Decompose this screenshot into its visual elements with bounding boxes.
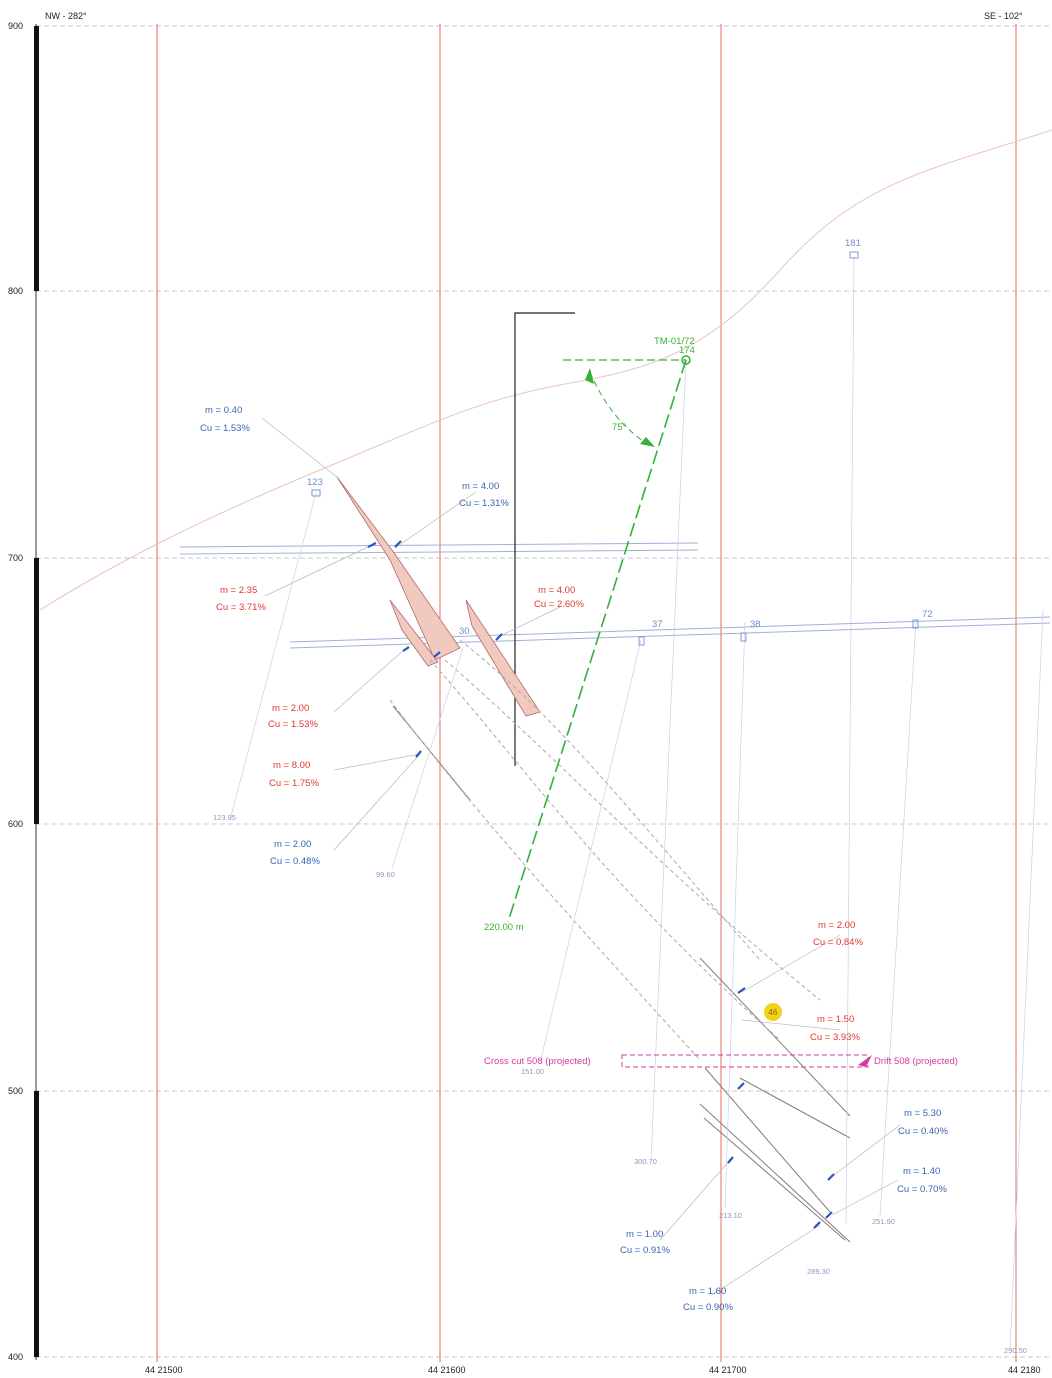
intercept-6-grade: Cu = 1.75% — [269, 778, 319, 789]
y-tick-800: 800 — [8, 286, 23, 296]
easting-gridlines — [156, 24, 1017, 1362]
leader-lines — [261, 417, 901, 1296]
intercept-13-grade: Cu = 0.90% — [683, 1302, 733, 1313]
intercept-5-grade: Cu = 1.53% — [268, 719, 318, 730]
projected-boreholes — [389, 639, 821, 1061]
crosscut-508 — [621, 1054, 869, 1068]
depth-label-6: 251.90 — [872, 1217, 895, 1226]
y-tick-600: 600 — [8, 819, 23, 829]
intercept-10-thickness: m = 5.30 — [904, 1108, 941, 1119]
x-tick-21500: 44 21500 — [145, 1365, 183, 1375]
total-depth-label: 220.00 m — [484, 922, 524, 933]
sample-markers — [367, 540, 835, 1229]
depth-label-1: 123.95 — [213, 813, 236, 822]
drillhole-123-label: 123 — [307, 477, 323, 488]
collar-marker — [681, 355, 691, 365]
drillhole-72-label: 72 — [922, 609, 933, 620]
ore-lens-2 — [389, 599, 439, 667]
drillhole-37-label: 37 — [652, 619, 663, 630]
topography-line — [39, 129, 1052, 611]
intercept-6-thickness: m = 8.00 — [273, 760, 310, 771]
intercept-annotations: m = 0.40 Cu = 1.53% m = 4.00 Cu = 1.31% … — [200, 405, 948, 1313]
ore-lens-1 — [336, 476, 461, 661]
drillhole-30-label: 30 — [459, 626, 470, 637]
y-tick-900: 900 — [8, 21, 23, 31]
collar-elevation-label: 174 — [679, 345, 695, 356]
intercept-1-thickness: m = 0.40 — [205, 405, 242, 416]
depth-label-7: 289.30 — [807, 1267, 830, 1276]
drill-traces — [229, 255, 1044, 1351]
dip-angle-label: 75° — [612, 422, 627, 433]
intercept-4-thickness: m = 4.00 — [538, 585, 575, 596]
intercept-3-thickness: m = 2.35 — [220, 585, 257, 596]
intercept-9-thickness: m = 1.50 — [817, 1014, 854, 1025]
intercept-3-grade: Cu = 3.71% — [216, 602, 266, 613]
intercept-2-grade: Cu = 1.31% — [459, 498, 509, 509]
collar-symbols — [311, 251, 919, 646]
section-title-left: NW - 282° — [45, 11, 87, 21]
y-tick-500: 500 — [8, 1086, 23, 1096]
ore-bodies — [336, 476, 541, 717]
main-drillhole — [507, 359, 687, 923]
section-marker — [514, 312, 575, 766]
drillhole-181-label: 181 — [845, 238, 861, 249]
intercept-11-thickness: m = 1.40 — [903, 1166, 940, 1177]
intercept-2-thickness: m = 4.00 — [462, 481, 499, 492]
map-badge-label: 46 — [769, 1008, 778, 1017]
depth-label-8: 290.50 — [1004, 1346, 1027, 1355]
intercept-12-thickness: m = 1.00 — [626, 1229, 663, 1240]
ore-lens-3 — [465, 599, 541, 717]
intercept-13-thickness: m = 1.60 — [689, 1286, 726, 1297]
collar-name-label: TM-01/72 — [654, 336, 695, 347]
x-axis: 44 21500 44 21600 44 21700 44 2180 — [145, 1365, 1041, 1375]
y-axis: 900 800 700 600 500 400 — [8, 21, 23, 1362]
elevation-gridlines — [36, 25, 1052, 1358]
section-title-right: SE - 102° — [984, 11, 1023, 21]
intercept-8-thickness: m = 2.00 — [818, 920, 855, 931]
depth-label-4: 300.70 — [634, 1157, 657, 1166]
adit-upper — [179, 542, 699, 555]
intercept-12-grade: Cu = 0.91% — [620, 1245, 670, 1256]
x-tick-21800: 44 2180 — [1008, 1365, 1041, 1375]
map-badge — [764, 1003, 782, 1021]
intercept-7-grade: Cu = 0.48% — [270, 856, 320, 867]
depth-label-5: 213.10 — [719, 1211, 742, 1220]
intercept-11-grade: Cu = 0.70% — [897, 1184, 947, 1195]
intercept-5-thickness: m = 2.00 — [272, 703, 309, 714]
intercept-4-grade: Cu = 2.60% — [534, 599, 584, 610]
crosscut-label: Cross cut 508 (projected) — [484, 1056, 591, 1067]
y-tick-700: 700 — [8, 553, 23, 563]
drillhole-38-label: 38 — [750, 619, 761, 630]
drift-marker — [858, 1055, 872, 1067]
intercept-10-grade: Cu = 0.40% — [898, 1126, 948, 1137]
depth-label-3: 151.00 — [521, 1067, 544, 1076]
drift-label: Drift 508 (projected) — [874, 1056, 958, 1067]
intercept-8-grade: Cu = 0.84% — [813, 937, 863, 948]
scale-bar — [34, 24, 39, 1360]
y-tick-400: 400 — [8, 1352, 23, 1362]
x-tick-21700: 44 21700 — [709, 1365, 747, 1375]
depth-label-2: 99.60 — [376, 870, 395, 879]
intercept-7-thickness: m = 2.00 — [274, 839, 311, 850]
intercept-9-grade: Cu = 3.93% — [810, 1032, 860, 1043]
x-tick-21600: 44 21600 — [428, 1365, 466, 1375]
intercept-1-grade: Cu = 1.53% — [200, 423, 250, 434]
